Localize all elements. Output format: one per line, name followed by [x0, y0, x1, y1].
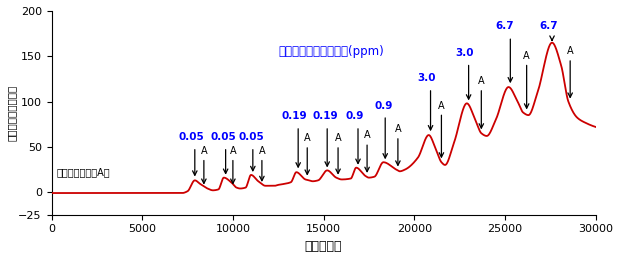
Text: A: A: [438, 101, 445, 110]
Text: 0.05: 0.05: [238, 132, 264, 142]
Y-axis label: 導電性変化率（％）: 導電性変化率（％）: [7, 85, 17, 141]
Text: A: A: [523, 51, 530, 61]
Text: 6.7: 6.7: [539, 21, 558, 31]
Text: A: A: [259, 146, 265, 156]
X-axis label: 時間（秒）: 時間（秒）: [305, 240, 342, 253]
Text: 0.05: 0.05: [179, 132, 204, 142]
Text: 6.7: 6.7: [495, 21, 514, 31]
Text: A: A: [200, 146, 207, 156]
Text: A: A: [335, 133, 342, 143]
Text: 0.9: 0.9: [345, 112, 363, 121]
Text: 0.05: 0.05: [211, 132, 237, 142]
Text: A: A: [394, 124, 401, 134]
Text: 3.0: 3.0: [418, 73, 436, 83]
Text: 0.19: 0.19: [281, 112, 308, 121]
Text: 0.19: 0.19: [312, 112, 338, 121]
Text: 3.0: 3.0: [456, 48, 474, 58]
Text: A: A: [567, 46, 574, 56]
Text: 0.9: 0.9: [374, 101, 392, 110]
Text: A: A: [304, 133, 311, 143]
Text: A: A: [364, 131, 370, 140]
Text: ホルムアルデヒド濃度(ppm): ホルムアルデヒド濃度(ppm): [278, 45, 384, 58]
Text: きれいな空気（A）: きれいな空気（A）: [57, 167, 110, 177]
Text: A: A: [478, 76, 485, 86]
Text: A: A: [229, 146, 236, 156]
